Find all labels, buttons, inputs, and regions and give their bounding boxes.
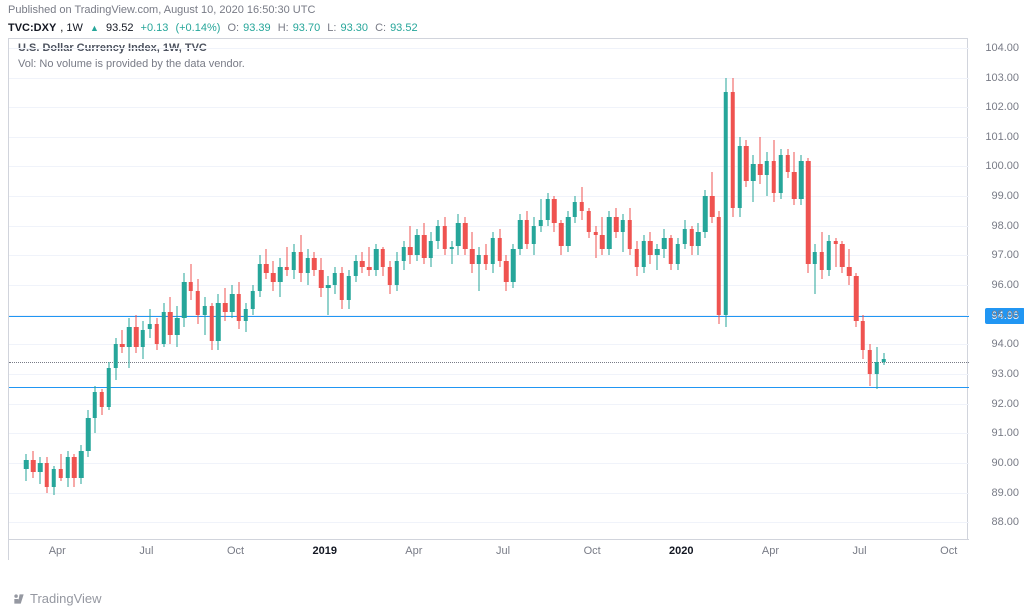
y-tick: 95.00	[991, 309, 1019, 321]
tradingview-watermark[interactable]: TradingView	[12, 591, 102, 606]
period: 1W	[66, 22, 83, 34]
y-tick: 102.00	[985, 101, 1019, 113]
y-tick: 101.00	[985, 131, 1019, 143]
watermark-text: TradingView	[30, 591, 102, 606]
y-tick: 91.00	[991, 427, 1019, 439]
o-val: 93.39	[243, 22, 271, 34]
y-tick: 98.00	[991, 220, 1019, 232]
x-tick: Oct	[227, 545, 244, 557]
y-tick: 97.00	[991, 249, 1019, 261]
arrow-up-icon: ▲	[90, 23, 99, 33]
change: +0.13	[141, 22, 169, 34]
h-val: 93.70	[293, 22, 321, 34]
y-tick: 93.00	[991, 368, 1019, 380]
o-label: O:	[227, 22, 239, 34]
y-tick: 99.00	[991, 190, 1019, 202]
y-tick: 96.00	[991, 279, 1019, 291]
x-tick: Jul	[496, 545, 510, 557]
symbol-header: TVC:DXY, 1W ▲ 93.52 +0.13 (+0.14%) O:93.…	[8, 22, 422, 34]
y-tick: 94.00	[991, 338, 1019, 350]
y-tick: 89.00	[991, 487, 1019, 499]
x-tick: Jul	[853, 545, 867, 557]
c-val: 93.52	[390, 22, 418, 34]
change-pct: (+0.14%)	[175, 22, 220, 34]
x-tick: Oct	[940, 545, 957, 557]
chart-panel[interactable]: 94.95 88.0089.0090.0091.0092.0093.0094.0…	[8, 38, 968, 560]
y-tick: 104.00	[985, 42, 1019, 54]
x-tick: Oct	[584, 545, 601, 557]
plot-area[interactable]: 94.95	[9, 39, 969, 537]
l-label: L:	[327, 22, 336, 34]
tradingview-logo-icon	[12, 592, 26, 606]
y-tick: 92.00	[991, 398, 1019, 410]
x-tick: Apr	[49, 545, 66, 557]
x-tick: 2019	[312, 545, 336, 557]
y-tick: 90.00	[991, 457, 1019, 469]
l-val: 93.30	[340, 22, 368, 34]
last-price: 93.52	[106, 22, 134, 34]
y-tick: 100.00	[985, 160, 1019, 172]
x-axis[interactable]: Apr Jul Oct 2019 Apr Jul Oct 2020 Apr Jul Oct	[9, 539, 969, 561]
x-tick: Apr	[762, 545, 779, 557]
y-axis[interactable]: 88.00 89.00 90.00 91.00 92.00 93.00 94.00 95.00…	[971, 39, 1019, 537]
h-label: H:	[278, 22, 289, 34]
x-tick: 2020	[669, 545, 693, 557]
x-tick: Apr	[405, 545, 422, 557]
y-tick: 88.00	[991, 516, 1019, 528]
x-tick: Jul	[139, 545, 153, 557]
y-tick: 103.00	[985, 72, 1019, 84]
c-label: C:	[375, 22, 386, 34]
publish-info: Published on TradingView.com, August 10,…	[8, 4, 315, 16]
symbol[interactable]: TVC:DXY	[8, 22, 56, 34]
